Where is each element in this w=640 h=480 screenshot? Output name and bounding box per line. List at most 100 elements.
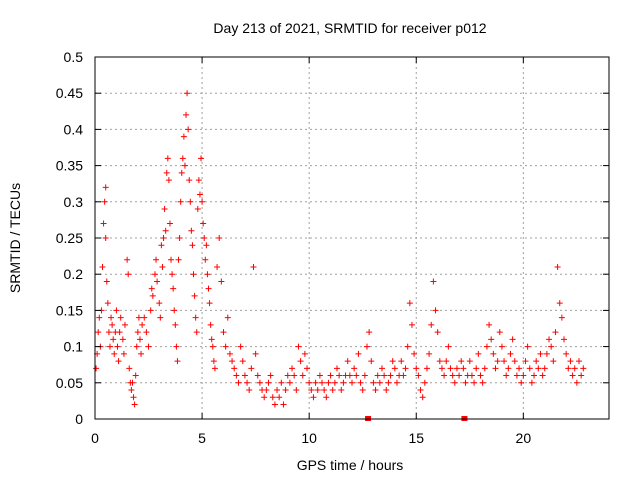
data-point [338,387,345,394]
data-point [121,321,128,328]
y-axis-tick-labels: 0 0.05 0.1 0.15 0.2 0.25 0.3 0.35 0.4 0.45 0.5 [56,49,83,427]
data-point [398,358,405,365]
data-point [503,372,510,379]
data-point [114,343,121,350]
data-point [269,394,276,401]
data-point [293,387,300,394]
data-point [563,350,570,357]
y-tick-label: 0.3 [64,194,84,210]
data-point [276,394,283,401]
data-point [170,285,177,292]
data-points-layer [93,90,587,408]
data-point [509,336,516,343]
data-point [218,278,225,285]
data-point [184,90,191,97]
data-point [246,387,253,394]
data-point [289,365,296,372]
data-point [447,365,454,372]
x-axis-tick-labels: 0 5 10 15 20 [91,430,531,446]
data-point [511,358,518,365]
data-point [117,314,124,321]
data-point [129,379,136,386]
data-point [160,235,167,241]
data-point [145,343,152,350]
data-point [336,372,343,379]
data-point [104,300,111,307]
data-point [554,263,561,270]
data-point [488,336,495,343]
data-point [528,379,535,386]
x-axis-label: GPS time / hours [297,457,404,473]
data-point [216,235,223,241]
data-point [131,401,138,408]
data-point [147,307,154,314]
data-point [361,372,368,379]
data-point [413,365,420,372]
data-point [111,350,118,357]
data-point [222,343,229,350]
data-point [237,343,244,350]
data-point [207,321,214,328]
data-point [359,387,366,394]
data-point [546,336,553,343]
data-point [282,387,289,394]
data-point [109,321,116,328]
data-point [274,387,281,394]
data-point [331,379,338,386]
data-point [189,242,196,249]
data-point [164,155,171,162]
data-point [135,314,142,321]
data-point [100,220,107,227]
data-point [158,242,165,249]
data-point [239,358,246,365]
x-tick-label: 0 [91,430,99,446]
data-point [202,256,209,263]
data-point [128,387,135,394]
data-point [110,336,117,343]
data-point [571,365,578,372]
data-point [441,372,448,379]
data-point [319,379,326,386]
data-point [297,358,304,365]
data-point [419,394,426,401]
data-point [357,379,364,386]
x-tick-label: 20 [516,430,532,446]
data-point [436,358,443,365]
data-point [174,358,181,365]
data-point [130,394,137,401]
data-point [159,263,166,270]
data-point [192,314,199,321]
data-point [157,314,164,321]
data-point [173,343,180,350]
data-point [93,365,100,372]
data-point [124,256,131,263]
data-point [387,372,394,379]
chart-title: Day 213 of 2021, SRMTID for receiver p01… [213,20,486,36]
data-point [308,387,315,394]
data-point [172,321,179,328]
data-point [404,343,411,350]
data-point [106,343,113,350]
data-point [254,372,261,379]
data-point [115,358,122,365]
data-point [211,365,218,372]
data-point [479,379,486,386]
data-point [178,169,185,176]
data-point [477,372,484,379]
data-point [518,379,525,386]
data-point [456,372,463,379]
data-point [190,271,197,278]
data-point [204,271,211,278]
y-tick-label: 0.25 [56,230,83,246]
data-point [539,372,546,379]
data-point [198,155,205,162]
data-point [102,235,109,241]
data-point [134,329,141,336]
data-point [567,358,574,365]
data-point [366,329,373,336]
data-point [507,350,514,357]
data-point [312,379,319,386]
data-point [304,365,311,372]
data-point [535,365,542,372]
data-point [143,329,150,336]
